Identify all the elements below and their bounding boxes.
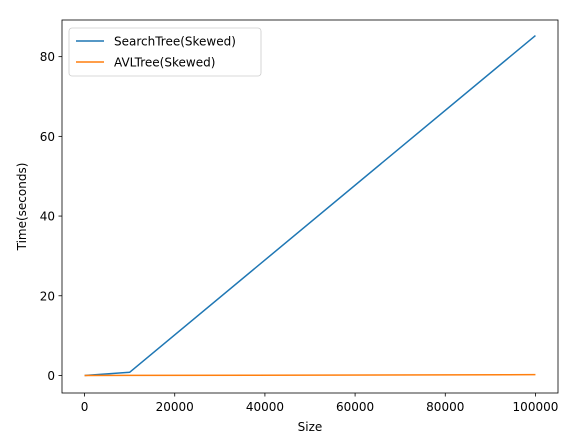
x-tick-label: 40000: [246, 400, 284, 414]
x-tick-label: 60000: [336, 400, 374, 414]
x-tick-label: 20000: [156, 400, 194, 414]
x-tick-label: 100000: [513, 400, 559, 414]
y-tick-label: 20: [40, 289, 55, 303]
y-axis-title: Time(seconds): [15, 163, 29, 252]
y-tick-label: 80: [40, 50, 55, 64]
x-tick-label: 80000: [426, 400, 464, 414]
y-tick-label: 40: [40, 210, 55, 224]
x-axis-title: Size: [298, 420, 323, 434]
x-tick-label: 0: [81, 400, 89, 414]
legend-label: AVLTree(Skewed): [114, 56, 215, 70]
y-tick-label: 60: [40, 130, 55, 144]
legend-label: SearchTree(Skewed): [114, 35, 236, 49]
legend: SearchTree(Skewed) AVLTree(Skewed): [69, 28, 261, 76]
series-line-2: [85, 375, 536, 376]
y-tick-label: 0: [47, 369, 55, 383]
